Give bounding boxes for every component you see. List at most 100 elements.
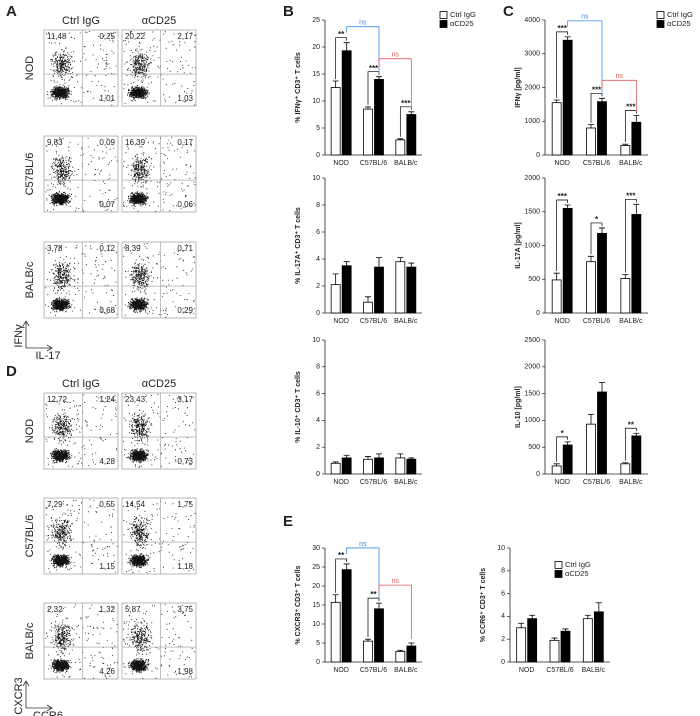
significance-label: *** [557,192,567,201]
error-bar [633,203,640,215]
error-bar [332,461,339,464]
bar-chart: 0 5 10 15 20 25 % IFNγ⁺ CD3⁺ T cells NOD C57BL/6… [295,10,476,167]
y-axis-title: % IL-10⁺ CD3⁺ T cells [295,371,302,443]
quadrant-value: 7,29 [47,500,63,509]
bar [341,265,352,314]
y-axis-title: % IL-17A⁺ CD3⁺ T cells [295,207,302,284]
bar [562,207,573,314]
y-tick-label: 4000 [524,17,540,24]
y-tick-label: 2000 [524,364,540,371]
y-tick-label: 20 [312,44,320,51]
error-bar [332,273,339,285]
x-tick-label: NOD [554,479,570,486]
quadrant-value: 0,55 [99,500,115,509]
quadrant-value: 3,78 [47,244,63,253]
significance-label: *** [401,99,411,108]
bar [631,214,642,314]
legend-label: αCD25 [565,569,589,578]
significance-bracket [367,597,380,638]
bar [406,458,417,475]
y-tick-label: 25 [312,564,320,571]
legend-swatch [439,20,448,28]
bar-chart: 0 1000 2000 3000 4000 IFNγ [pg/ml] NOD C57BL/6 B… [515,10,693,167]
flow-dots [123,243,195,318]
bar [374,608,384,663]
y-tick-label: 10 [312,175,320,182]
bar [330,462,341,475]
x-tick-label: BALB/c [394,667,418,674]
error-bar [397,649,404,652]
significance-bracket [556,199,569,272]
y-tick-label: 2 [316,283,320,290]
y-tick-label: 0 [316,471,320,478]
bar [395,261,406,314]
bar [560,630,571,663]
bar [597,232,607,314]
y-tick-label: 1500 [524,390,540,397]
x-tick-label: C57BL/6 [360,318,387,325]
significance-label: ** [338,551,345,560]
significance-label: *** [557,24,567,33]
bar [551,465,562,475]
y-tick-label: 2000 [524,84,540,91]
quadrant-value: 0,71 [177,244,193,253]
y-tick-label: 2 [316,444,320,451]
bar [363,301,373,314]
flow-dots [123,31,196,106]
legend-swatch [554,561,563,569]
error-bar [408,262,415,268]
error-bar [365,106,371,110]
ns-label: ns [359,20,367,27]
bar-chart: 0 500 1000 1500 2000 IL-17A [pg/ml] NOD C57BL/6… [515,175,648,325]
y-tick-label: 1000 [524,417,540,424]
y-axis-title: % IFNγ⁺ CD3⁺ T cells [295,52,302,123]
x-tick-label: C57BL/6 [583,160,610,167]
bar [341,457,352,475]
quadrant-value: 16,39 [125,138,146,147]
bar [527,618,538,663]
bar [631,121,642,156]
x-tick-label: NOD [333,667,349,674]
bar [586,127,596,156]
flow-dots [45,243,118,316]
bar [406,114,417,156]
error-bar [622,462,629,464]
y-tick-label: 500 [528,444,540,451]
bar [363,458,373,475]
y-tick-label: 10 [312,337,320,344]
bar [597,391,607,475]
quadrant-value: 0,09 [99,138,115,147]
y-tick-label: 0 [316,152,320,159]
x-tick-label: NOD [333,479,349,486]
significance-label: *** [626,103,636,112]
legend-swatch [554,570,563,578]
error-bar [595,602,602,612]
column-header: αCD25 [142,378,176,390]
quadrant-value: 1,03 [177,94,193,103]
bar [406,645,417,663]
y-axis-title: IFNγ [pg/ml] [515,67,522,107]
y-axis-title: % CXCR3⁺ CD3⁺ T cells [295,565,302,644]
quadrant-value: 0,12 [99,244,115,253]
ns-bracket [378,58,412,108]
x-tick-label: BALB/c [582,667,606,674]
flow-plot: 7,29 0,55 1,15 [43,497,119,575]
significance-bracket [624,198,637,273]
significance-label: ** [338,30,345,39]
error-bar [365,296,371,303]
error-bar [633,115,640,123]
column-header: Ctrl IgG [62,378,100,390]
bar [551,102,562,156]
y-tick-label: 1000 [524,118,540,125]
error-bar [553,99,560,103]
significance-bracket [556,31,569,98]
quadrant-value: 0,25 [99,32,115,41]
flow-plot: 3,78 0,12 0,68 [43,241,119,319]
ns-bracket [346,26,380,73]
error-bar [376,602,382,609]
error-bar [365,456,371,460]
y-tick-label: 10 [312,98,320,105]
bar [341,569,352,663]
x-tick-label: BALB/c [619,479,643,486]
error-bar [376,257,382,268]
